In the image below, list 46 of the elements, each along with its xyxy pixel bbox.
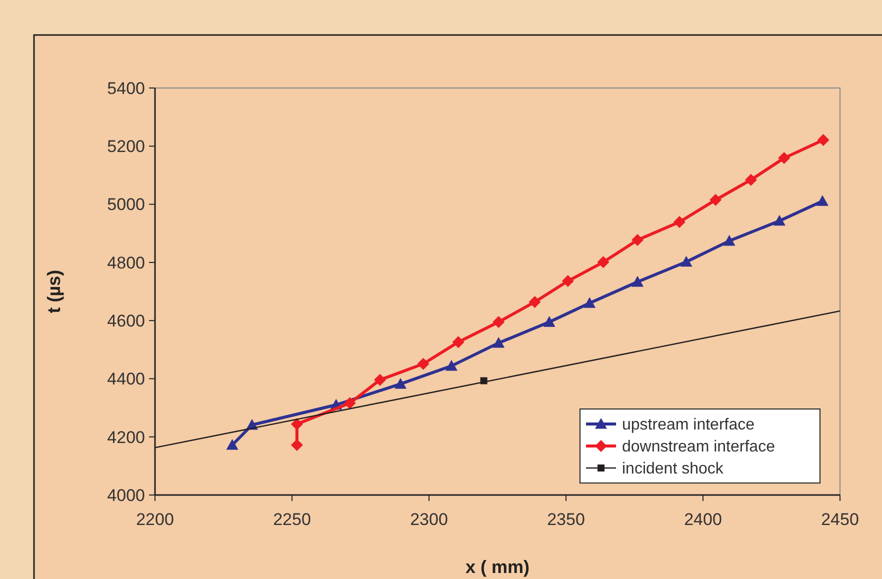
x-tick-label: 2350	[547, 510, 585, 529]
point	[492, 336, 505, 348]
y-tick-label: 5000	[107, 195, 145, 214]
point	[528, 296, 541, 308]
point	[452, 336, 464, 348]
point	[632, 234, 644, 246]
point	[445, 360, 458, 371]
point	[744, 174, 757, 186]
point	[417, 358, 430, 370]
x-tick-label: 2250	[273, 510, 311, 529]
point	[374, 374, 386, 386]
point	[492, 316, 505, 328]
x-axis-title: x ( mm)	[465, 557, 530, 577]
point	[290, 438, 303, 451]
y-tick-label: 4000	[107, 486, 145, 505]
legend-label: downstream interface	[622, 438, 776, 456]
x-tick-label: 2200	[136, 510, 174, 529]
point	[816, 195, 828, 206]
y-tick-label: 4600	[107, 312, 145, 331]
point	[584, 297, 596, 308]
x-tick-label: 2300	[410, 510, 448, 529]
y-tick-label: 5400	[107, 78, 145, 98]
point	[673, 216, 686, 228]
point	[394, 378, 407, 389]
y-tick-label: 4400	[107, 370, 145, 389]
x-tick-label: 2400	[684, 510, 722, 529]
point	[344, 397, 356, 410]
point	[290, 418, 303, 430]
y-tick-label: 4200	[107, 428, 145, 447]
point	[723, 234, 736, 246]
point	[543, 316, 556, 327]
point	[773, 214, 786, 226]
y-tick-label: 4800	[107, 253, 145, 272]
point	[632, 276, 644, 287]
point	[817, 134, 830, 146]
point	[778, 152, 790, 164]
point	[680, 256, 692, 267]
point	[562, 275, 574, 288]
point	[226, 438, 238, 450]
x-tick-label: 2450	[821, 510, 859, 529]
legend-label: upstream interface	[622, 416, 755, 434]
point	[597, 256, 610, 268]
y-axis-title: t (µs)	[44, 270, 64, 314]
y-tick-label: 5200	[107, 137, 145, 156]
point	[710, 194, 722, 206]
legend-label: incident shock	[622, 460, 724, 478]
